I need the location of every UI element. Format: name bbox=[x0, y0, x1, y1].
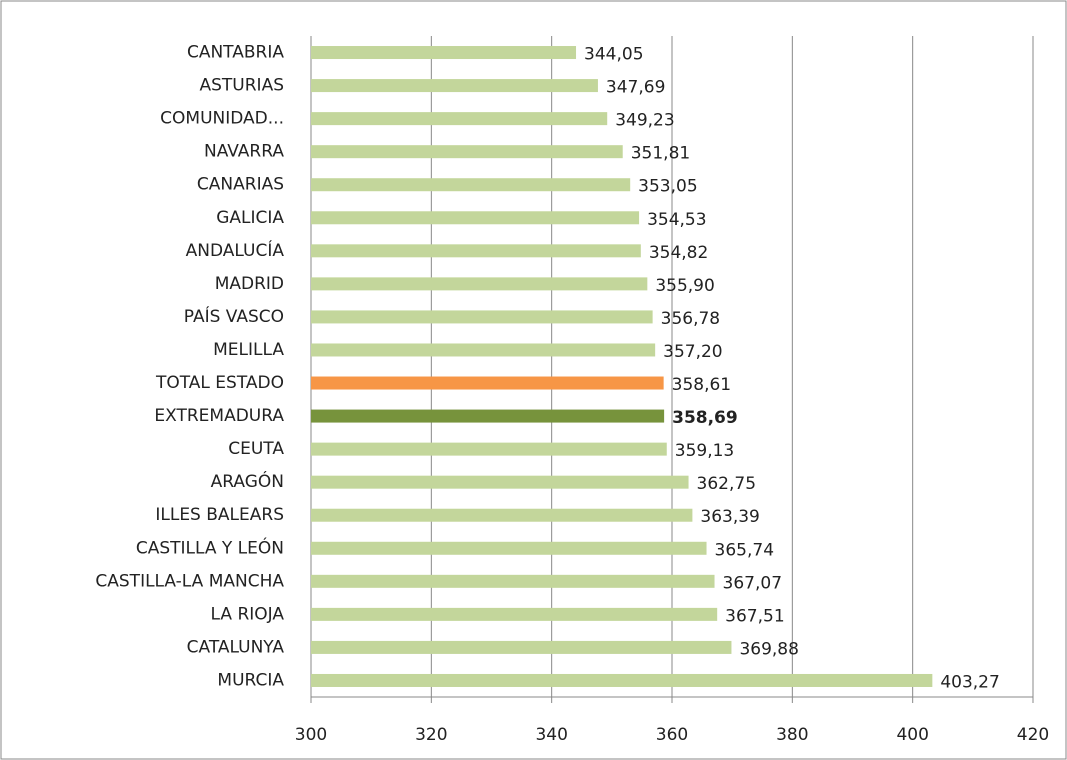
bar bbox=[311, 673, 933, 687]
value-label: 369,88 bbox=[739, 639, 798, 659]
value-label: 351,81 bbox=[631, 144, 690, 164]
y-tick-label: CEUTA bbox=[228, 439, 284, 459]
y-tick-label: CASTILLA-LA MANCHA bbox=[95, 571, 284, 591]
value-label: 357,20 bbox=[663, 342, 722, 362]
y-tick-label: MURCIA bbox=[217, 670, 284, 690]
value-label: 349,23 bbox=[615, 111, 674, 131]
bar bbox=[311, 145, 623, 159]
value-label: 358,61 bbox=[672, 375, 731, 395]
y-tick-label: ANDALUCÍA bbox=[186, 239, 285, 261]
y-tick-label: ILLES BALEARS bbox=[155, 505, 284, 525]
y-tick-label: ARAGÓN bbox=[211, 470, 284, 492]
value-label: 362,75 bbox=[697, 474, 756, 494]
bar bbox=[311, 376, 664, 390]
y-tick-label: CATALUNYA bbox=[187, 637, 285, 657]
bar bbox=[311, 244, 641, 258]
bar bbox=[311, 46, 577, 60]
bar bbox=[311, 112, 608, 126]
y-tick-label: LA RIOJA bbox=[211, 604, 285, 624]
bar bbox=[311, 310, 653, 324]
bar bbox=[311, 178, 631, 192]
y-tick-label: MELILLA bbox=[213, 340, 284, 360]
y-tick-label: CANTABRIA bbox=[187, 43, 284, 63]
value-label: 354,53 bbox=[647, 210, 706, 230]
y-tick-label: NAVARRA bbox=[204, 142, 284, 162]
y-tick-label: MADRID bbox=[215, 274, 284, 294]
value-label: 359,13 bbox=[675, 441, 734, 461]
value-label: 353,05 bbox=[638, 177, 697, 197]
bar bbox=[311, 211, 640, 225]
value-label: 347,69 bbox=[606, 78, 665, 98]
value-label: 367,07 bbox=[723, 573, 782, 593]
x-tick-label: 380 bbox=[776, 725, 808, 745]
x-tick-label: 320 bbox=[415, 725, 447, 745]
bar bbox=[311, 607, 718, 621]
y-tick-label: PAÍS VASCO bbox=[184, 305, 284, 327]
bar bbox=[311, 475, 689, 489]
bar bbox=[311, 442, 667, 456]
x-tick-label: 300 bbox=[295, 725, 327, 745]
y-tick-label: CASTILLA Y LEÓN bbox=[136, 536, 284, 558]
value-label: 354,82 bbox=[649, 243, 708, 263]
bar bbox=[311, 79, 598, 93]
value-label: 363,39 bbox=[700, 507, 759, 527]
bar bbox=[311, 409, 665, 423]
value-label: 356,78 bbox=[661, 309, 720, 329]
value-label: 344,05 bbox=[584, 45, 643, 65]
value-label: 355,90 bbox=[655, 276, 714, 296]
value-label: 403,27 bbox=[940, 672, 999, 692]
x-tick-label: 340 bbox=[535, 725, 567, 745]
bar bbox=[311, 574, 715, 588]
y-tick-label: GALICIA bbox=[216, 208, 284, 228]
y-tick-label: TOTAL ESTADO bbox=[155, 373, 284, 393]
bar bbox=[311, 508, 693, 522]
bar bbox=[311, 640, 732, 654]
y-tick-label: EXTREMADURA bbox=[154, 406, 284, 426]
y-tick-label: ASTURIAS bbox=[200, 76, 285, 96]
x-tick-label: 400 bbox=[896, 725, 928, 745]
x-tick-label: 420 bbox=[1017, 725, 1049, 745]
value-label: 365,74 bbox=[715, 540, 774, 560]
value-label: 367,51 bbox=[725, 606, 784, 626]
y-tick-label: CANARIAS bbox=[197, 175, 284, 195]
value-label: 358,69 bbox=[672, 408, 738, 428]
bar bbox=[311, 277, 648, 291]
bar bbox=[311, 343, 656, 357]
x-tick-label: 360 bbox=[656, 725, 688, 745]
bar bbox=[311, 541, 707, 555]
y-tick-label: COMUNIDAD... bbox=[160, 109, 284, 129]
